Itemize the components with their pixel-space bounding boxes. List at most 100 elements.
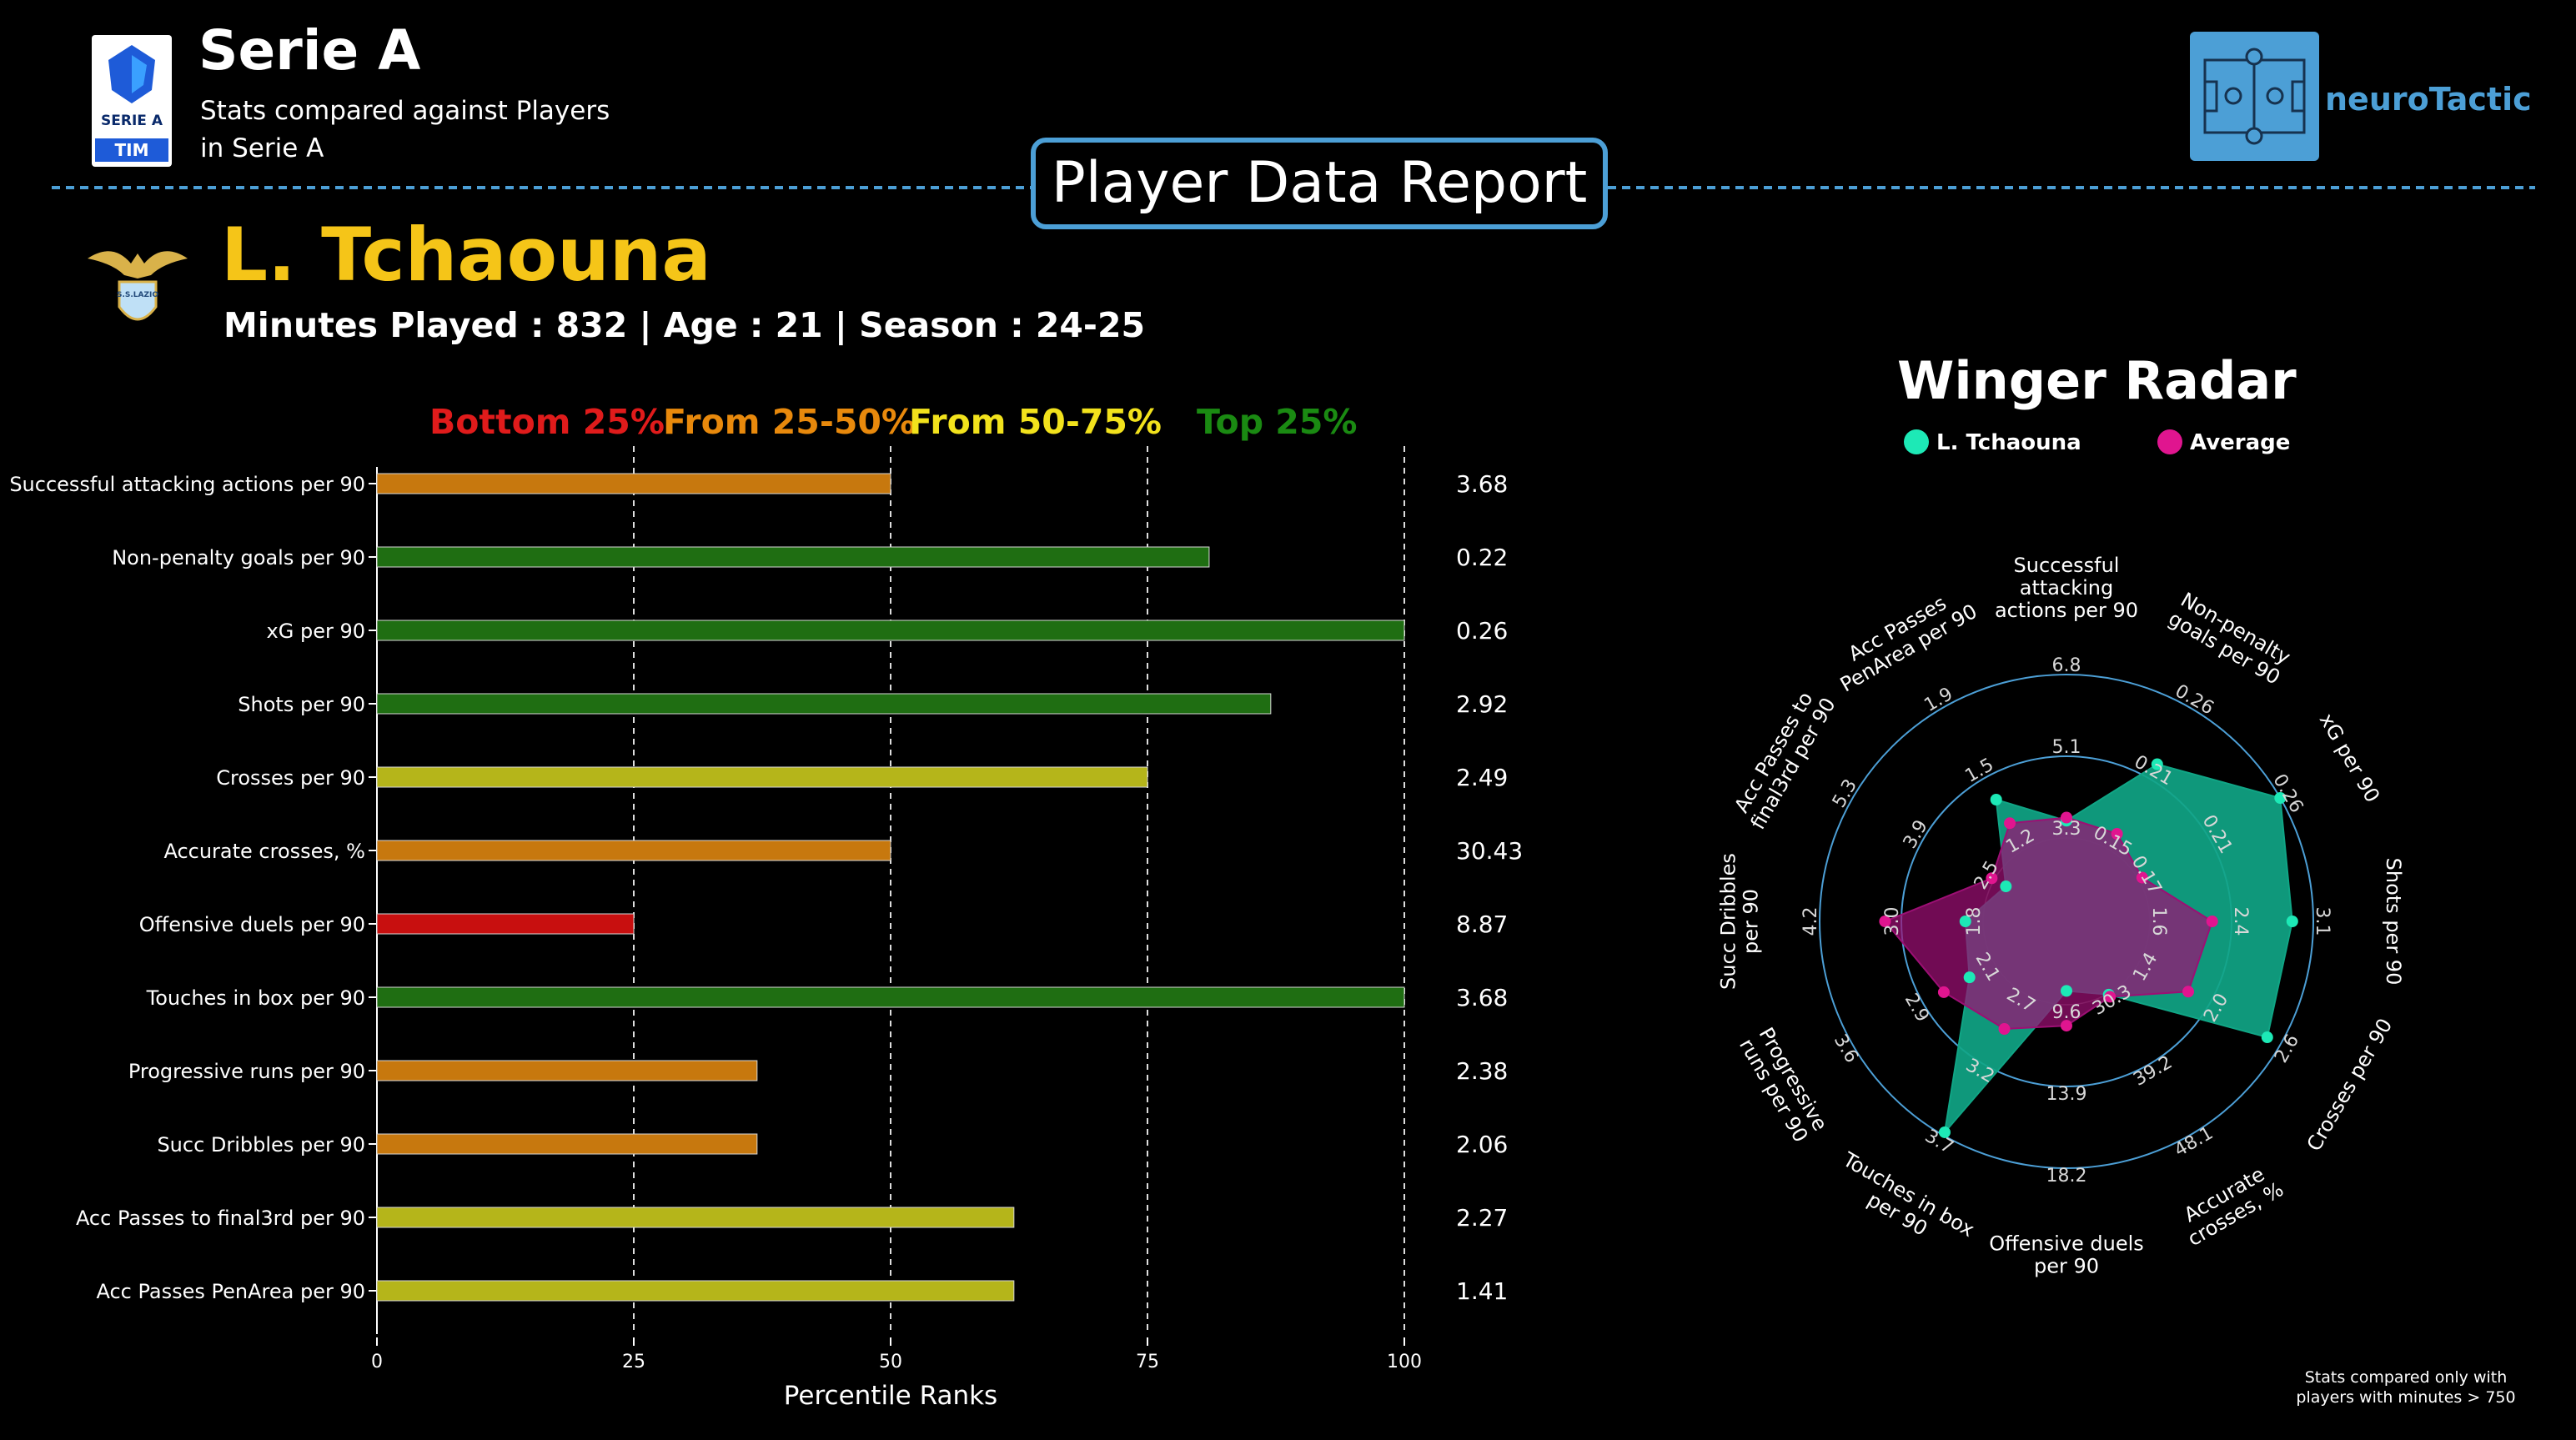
radar-point-l-tchaouna xyxy=(2286,916,2298,927)
radar-tick-label: 1.8 xyxy=(1964,907,1985,936)
radar-axis-label-acc-passes-to-final3rd-per-90: Acc Passes tofinal3rd per 90 xyxy=(1726,682,1840,833)
legend-marker-l-tchaouna xyxy=(1904,429,1929,454)
value-label: 2.92 xyxy=(1456,690,1508,718)
bar-acc-passes-penarea-per-90 xyxy=(376,1280,1015,1302)
radar-point-l-tchaouna xyxy=(1990,793,2002,805)
category-label: Successful attacking actions per 90 xyxy=(9,473,365,496)
brand-name: neuroTactic xyxy=(2325,81,2532,118)
radar-axis-label-touches-in-box-per-90: Touches in boxper 90 xyxy=(1827,1147,1978,1261)
category-label: Accurate crosses, % xyxy=(163,840,365,863)
radar-tick-label: 9.6 xyxy=(2052,1002,2081,1023)
radar-tick-label: 3.6 xyxy=(1830,1031,1862,1066)
value-label: 30.43 xyxy=(1456,837,1523,865)
radar-point-average xyxy=(2182,986,2195,998)
radar-axis-label-acc-passes-penarea-per-90: Acc PassesPenArea per 90 xyxy=(1825,580,1981,697)
footnote-line1: Stats compared only with xyxy=(2304,1368,2508,1387)
value-label: 3.68 xyxy=(1456,470,1508,498)
category-label: Succ Dribbles per 90 xyxy=(157,1133,365,1157)
header-divider xyxy=(52,186,2535,189)
radar-tick-label: 5.1 xyxy=(2052,737,2081,758)
percentile-bar-chart: Bottom 25%From 25-50%From 50-75% Top 25% S… xyxy=(9,402,1523,1409)
category-label: Progressive runs per 90 xyxy=(128,1060,365,1083)
radar-tick-label: 1.6 xyxy=(2148,907,2169,936)
radar-tick-label: 4.2 xyxy=(1800,907,1821,936)
radar-axis-label-offensive-duels-per-90: Offensive duels per 90 xyxy=(1989,1232,2144,1278)
legend-label-average: Average xyxy=(2190,430,2290,455)
value-label: 8.87 xyxy=(1456,911,1508,938)
legend-marker-average xyxy=(2157,429,2182,454)
x-axis-label: Percentile Ranks xyxy=(784,1381,997,1409)
serie-a-shield-icon: SERIE A TIM xyxy=(95,45,168,162)
radar-point-average xyxy=(1879,916,1891,927)
radar-point-l-tchaouna xyxy=(2151,758,2163,770)
category-label: xG per 90 xyxy=(267,620,365,643)
bar-progressive-runs-per-90 xyxy=(376,1060,758,1081)
radar-tick-label: 3.9 xyxy=(1900,816,1932,852)
radar-tick-label: 18.2 xyxy=(2046,1166,2087,1187)
radar-title: Winger Radar xyxy=(1897,350,2297,411)
bar-touches-in-box-per-90 xyxy=(376,986,1405,1008)
radar-tick-label: 1.9 xyxy=(1921,684,1956,716)
radar-tick-label: 3.3 xyxy=(2052,819,2081,840)
band-legend-from-25-50: From 25-50% xyxy=(663,402,916,442)
winger-radar-chart: Winger Radar L. Tchaouna Average 3.3 5.1 6.8 0… xyxy=(1717,350,2406,1278)
bar-non-penalty-goals-per-90 xyxy=(376,546,1210,568)
bar-offensive-duels-per-90 xyxy=(376,913,635,935)
league-logo-text: SERIE A xyxy=(101,113,163,129)
league-logo-sponsor: TIM xyxy=(115,140,149,160)
club-badge-icon: S.S.LAZIO xyxy=(88,251,188,321)
radar-ring xyxy=(1819,674,2314,1169)
value-label: 2.27 xyxy=(1456,1204,1508,1232)
radar-tick-label: 2.4 xyxy=(2230,907,2251,936)
value-label: 2.49 xyxy=(1456,764,1508,791)
category-label: Crosses per 90 xyxy=(216,766,365,790)
value-label: 2.38 xyxy=(1456,1057,1508,1085)
pitch-icon xyxy=(2203,48,2306,145)
value-label: 1.41 xyxy=(1456,1277,1508,1305)
radar-tick-label: 1.5 xyxy=(1961,755,1997,787)
radar-axis-label-accurate-crosses: Accuratecrosses, % xyxy=(2172,1158,2287,1251)
radar-axis-label-succ-dribbles-per-90: Succ Dribblesper 90 xyxy=(1717,853,1763,990)
footnote: Stats compared only with players with mi… xyxy=(2285,1367,2527,1407)
radar-axis-label-shots-per-90: Shots per 90 xyxy=(2382,858,2405,986)
radar-point-l-tchaouna xyxy=(1938,1126,1951,1138)
bar-successful-attacking-actions-per-90 xyxy=(376,473,891,494)
bar-shots-per-90 xyxy=(376,693,1272,715)
category-label: Non-penalty goals per 90 xyxy=(112,546,365,569)
radar-tick-label: 3.1 xyxy=(2312,907,2332,936)
value-label: 0.26 xyxy=(1456,617,1508,645)
bar-xg-per-90 xyxy=(376,620,1405,641)
bar-accurate-crosses xyxy=(376,840,891,861)
radar-point-l-tchaouna xyxy=(2261,1031,2273,1044)
category-label: Offensive duels per 90 xyxy=(139,913,365,936)
band-legend-bottom-25: Bottom 25% xyxy=(429,402,665,442)
radar-tick-label: 48.1 xyxy=(2171,1122,2217,1161)
report-title: Player Data Report xyxy=(1031,138,1608,229)
category-label: Acc Passes to final3rd per 90 xyxy=(76,1207,365,1230)
radar-axis-label-successful-attacking-actions-per-90: Successful attacking actions per 90 xyxy=(1995,554,2138,622)
radar-tick-label: 39.2 xyxy=(2130,1052,2176,1091)
brand-logo xyxy=(2190,32,2319,161)
radar-tick-label: 2.6 xyxy=(2271,1031,2303,1066)
footnote-line2: players with minutes > 750 xyxy=(2296,1388,2516,1407)
radar-point-average xyxy=(2004,817,2016,830)
x-tick-label: 0 xyxy=(371,1352,383,1372)
radar-point-average xyxy=(2206,916,2218,927)
legend-label-l-tchaouna: L. Tchaouna xyxy=(1936,430,2081,455)
subtitle-line2: in Serie A xyxy=(200,133,324,163)
radar-tick-label: 6.8 xyxy=(2052,655,2081,676)
radar-point-average xyxy=(2061,1020,2072,1032)
x-tick-label: 25 xyxy=(622,1352,645,1372)
radar-point-average xyxy=(2104,991,2117,1003)
radar-point-average xyxy=(1986,872,1998,885)
band-legend-from-50-75: From 50-75% xyxy=(909,402,1162,442)
radar-point-average xyxy=(2061,811,2072,824)
category-label: Shots per 90 xyxy=(238,693,365,716)
player-info: Minutes Played : 832 | Age : 21 | Season… xyxy=(223,305,1145,345)
league-title: Serie A xyxy=(198,18,421,83)
player-name: L. Tchaouna xyxy=(221,212,711,298)
bar-crosses-per-90 xyxy=(376,766,1148,788)
radar-tick-label: 3.7 xyxy=(1921,1126,1957,1158)
league-logo: SERIE A TIM xyxy=(92,35,172,167)
bar-acc-passes-to-final3rd-per-90 xyxy=(376,1207,1015,1228)
